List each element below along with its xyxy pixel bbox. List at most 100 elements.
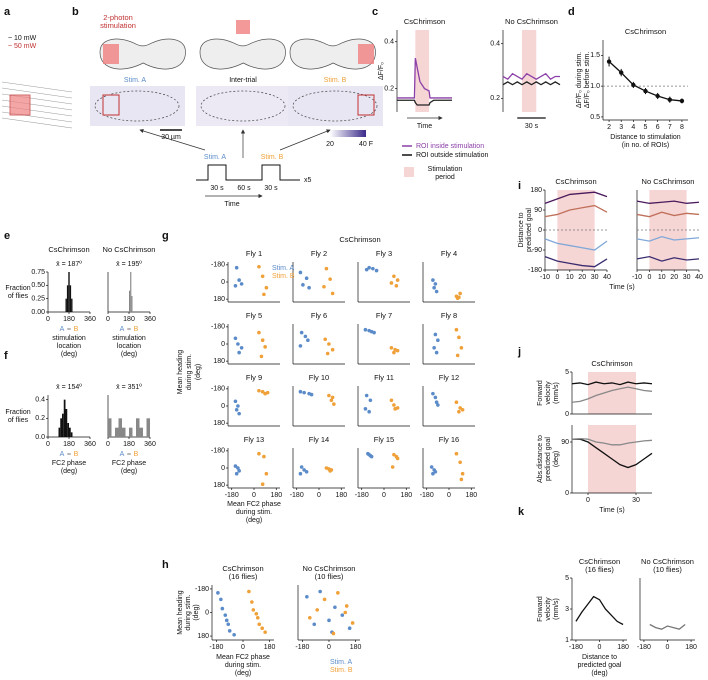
panel-letter: g — [162, 230, 169, 242]
point — [643, 88, 648, 94]
legend-text: Stimulation — [428, 166, 463, 173]
panel-letter: j — [517, 346, 521, 358]
y-tick-label: 0.2 — [490, 95, 500, 102]
x-tick-label: -180 — [569, 644, 583, 651]
y-tick-label: -180 — [211, 262, 225, 269]
y-tick-label: 180 — [213, 358, 225, 365]
legend-text: Stim. A — [330, 659, 353, 666]
legend-text: Stim. A — [272, 265, 295, 272]
axis-label: ΔF/F₀ before stim. — [584, 52, 591, 109]
repeat: x5 — [304, 177, 312, 184]
x-tick-label: 5 — [644, 124, 648, 131]
x-tick-label: 0 — [666, 644, 670, 651]
x-tick-label: 0 — [252, 492, 256, 499]
x-tick-label: 3 — [619, 124, 623, 131]
series-line — [544, 256, 608, 268]
point — [631, 82, 636, 88]
y-tick-label: 90 — [534, 207, 542, 214]
point — [216, 591, 220, 595]
point — [331, 631, 336, 636]
group-label: A — [60, 451, 65, 458]
x-tick-label: 30 — [683, 274, 691, 281]
point — [433, 332, 438, 337]
x-tick-label: -180 — [295, 644, 309, 651]
y-tick-label: 5 — [565, 369, 569, 376]
point — [372, 330, 376, 335]
bar — [69, 285, 72, 312]
point — [315, 608, 319, 612]
point — [457, 335, 461, 340]
legend-text: Stim. B — [272, 273, 295, 280]
axis-label: (in no. of ROIs) — [622, 142, 669, 149]
x-tick-label: 0 — [447, 492, 451, 499]
axis-label: (deg) — [195, 364, 202, 380]
y-tick-label: 0 — [221, 403, 225, 410]
axis-label: stimulation — [52, 335, 86, 342]
y-tick-label: 90 — [561, 439, 569, 446]
point — [257, 622, 262, 627]
x-tick-label: 180 — [400, 492, 412, 499]
point — [394, 284, 399, 288]
x-tick-label: 0 — [647, 274, 651, 281]
point — [234, 471, 239, 476]
point — [298, 270, 303, 275]
series-line — [636, 235, 700, 242]
point — [343, 610, 348, 615]
y-tick-label: -90 — [532, 247, 542, 254]
point — [325, 351, 330, 356]
stim-title: stimulation — [100, 21, 136, 30]
legend-text: ROI outside stimulation — [416, 152, 488, 159]
axis-label: during stim. — [236, 509, 272, 516]
axis-label: (deg) — [193, 604, 200, 620]
point — [429, 465, 434, 469]
series-line — [502, 81, 561, 86]
bar — [130, 272, 132, 312]
series-line — [544, 204, 608, 218]
time-label: Time — [224, 201, 239, 208]
point — [459, 346, 464, 350]
timeline-label: Stim. A — [204, 154, 227, 161]
x-tick-label: 0 — [46, 316, 50, 323]
panel-title: CsChrimson — [339, 235, 380, 244]
x-tick-label: 180 — [465, 492, 477, 499]
image-label: Stim. B — [324, 77, 347, 84]
point — [455, 296, 460, 300]
point — [371, 266, 375, 271]
axis-label: ΔF/F₀ during stim. — [576, 52, 583, 108]
point — [606, 59, 612, 64]
point — [233, 336, 238, 341]
image-label: Stim. A — [124, 77, 147, 84]
chart-title: Fly 7 — [376, 311, 392, 320]
point — [389, 281, 394, 285]
bar — [108, 418, 112, 437]
bar — [131, 296, 133, 312]
y-tick-label: 0 — [221, 465, 225, 472]
point — [299, 465, 304, 469]
point — [305, 594, 309, 599]
bar — [129, 427, 133, 437]
bar — [62, 413, 64, 437]
bar — [136, 418, 140, 437]
stimulation-period — [415, 30, 430, 112]
chart-title: No CsChrimson — [641, 557, 694, 566]
bar — [70, 432, 73, 437]
y-tick-label: 0 — [221, 279, 225, 286]
axis-label: Mean FC2 phase — [227, 501, 281, 508]
point — [262, 292, 266, 297]
point — [304, 276, 309, 280]
arrows — [139, 129, 331, 158]
group-label: A — [60, 326, 65, 333]
y-tick-label: 180 — [197, 633, 209, 640]
legend-text: Stim. B — [330, 667, 353, 674]
x-tick-label: 10 — [658, 274, 666, 281]
point — [392, 274, 396, 279]
point — [330, 291, 335, 296]
point — [395, 278, 400, 282]
point — [431, 391, 435, 396]
point — [302, 468, 306, 472]
axis-label: Time (s) — [599, 507, 624, 514]
point — [257, 388, 261, 393]
axis-label: (mm/s) — [553, 382, 560, 404]
x-tick-label: 0 — [241, 644, 245, 651]
